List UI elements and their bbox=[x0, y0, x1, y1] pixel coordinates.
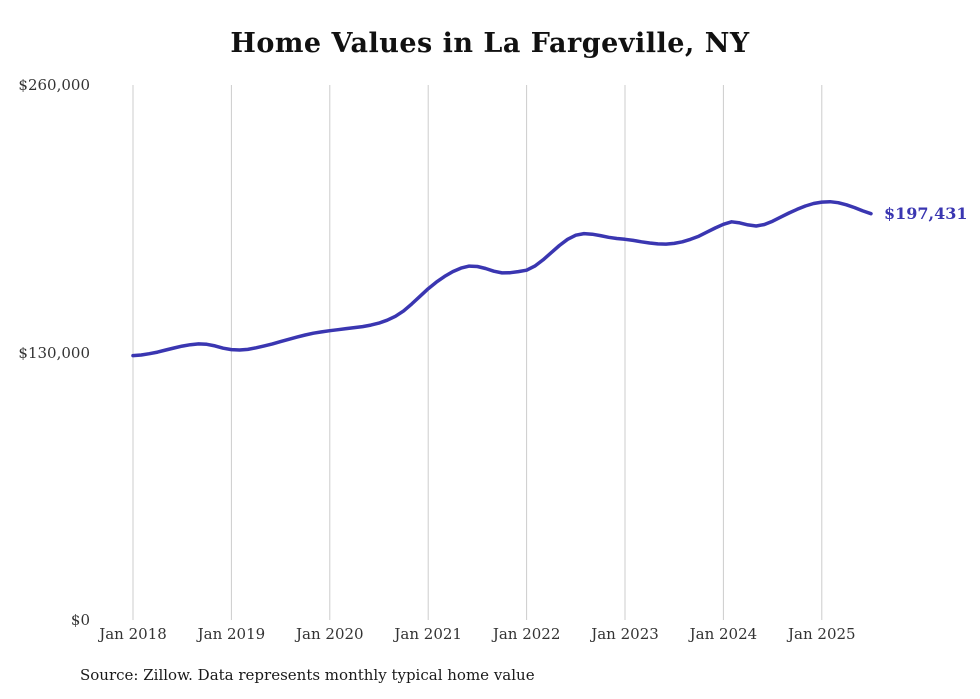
y-axis-tick-label: $260,000 bbox=[18, 76, 90, 94]
x-axis-tick-label: Jan 2025 bbox=[788, 625, 856, 643]
x-axis-tick-label: Jan 2021 bbox=[394, 625, 462, 643]
y-axis-tick-label: $0 bbox=[70, 611, 90, 629]
x-axis-tick-label: Jan 2019 bbox=[197, 625, 266, 643]
latest-value-label: $197,431 bbox=[884, 203, 968, 223]
x-axis-tick-label: Jan 2022 bbox=[492, 625, 561, 643]
chart-title: Home Values in La Fargeville, NY bbox=[230, 28, 750, 59]
x-axis-tick-label: Jan 2018 bbox=[99, 625, 167, 643]
x-axis-tick-label: Jan 2023 bbox=[591, 625, 659, 643]
x-axis-tick-label: Jan 2024 bbox=[689, 625, 758, 643]
y-axis-tick-label: $130,000 bbox=[18, 343, 90, 362]
home-value-line bbox=[131, 199, 873, 358]
x-axis-tick-label: Jan 2020 bbox=[296, 625, 364, 643]
source-note: Source: Zillow. Data represents monthly … bbox=[80, 666, 535, 684]
